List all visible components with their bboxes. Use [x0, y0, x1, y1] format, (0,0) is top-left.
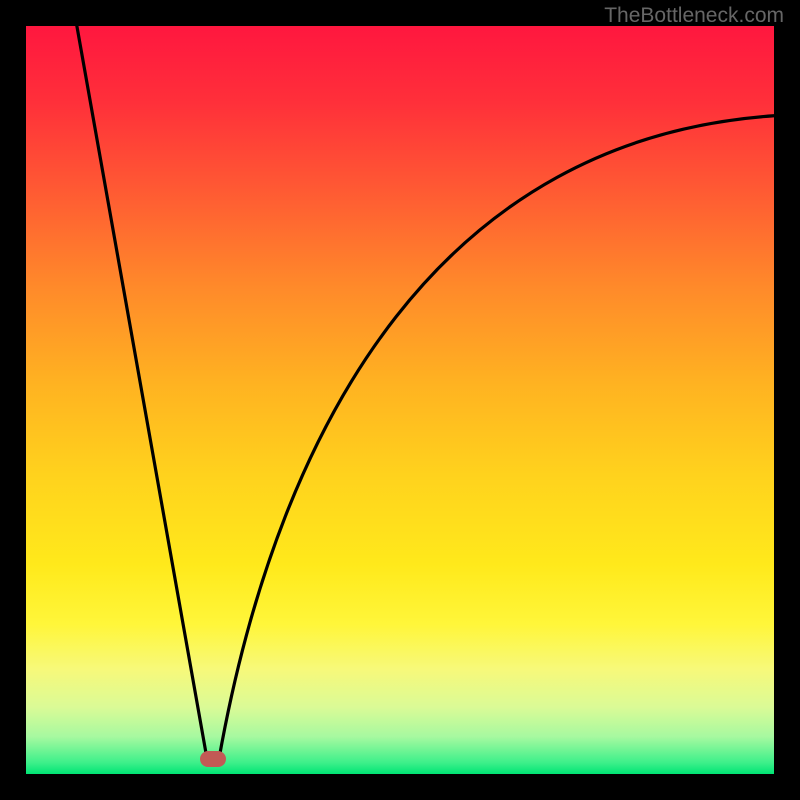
optimum-marker: [200, 751, 226, 767]
curve-layer: [26, 26, 774, 774]
bottleneck-curve: [77, 26, 774, 761]
watermark-text: TheBottleneck.com: [604, 4, 784, 28]
plot-area: [26, 26, 774, 774]
chart-container: TheBottleneck.com: [0, 0, 800, 800]
